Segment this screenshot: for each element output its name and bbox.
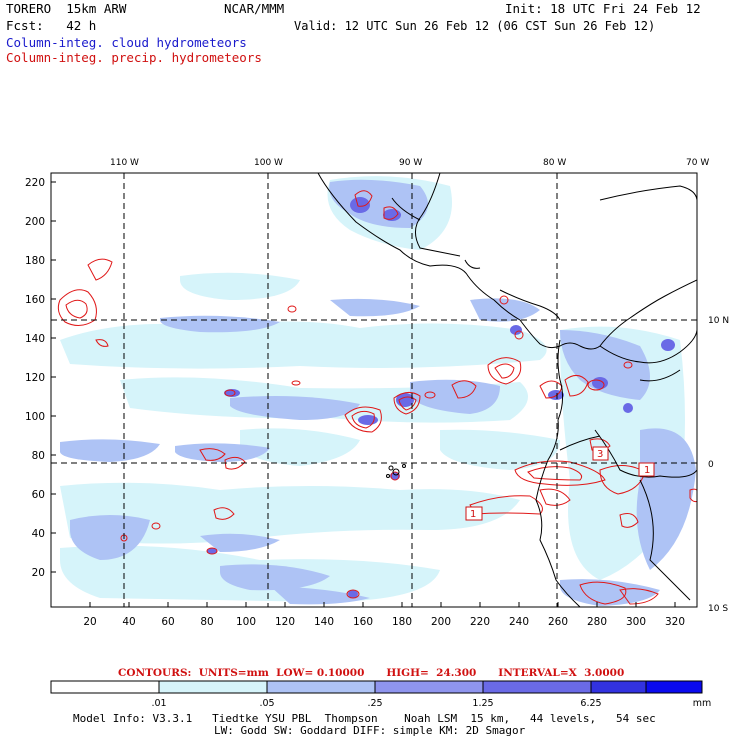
colorbar-swatch [374,680,484,694]
contour-interval: INTERVAL=X 3.0000 [498,667,625,679]
colorbar-tick: .25 [367,698,382,709]
bottom-ticks [89,602,676,607]
field-precip-label: Column-integ. precip. hydrometeors [6,50,262,65]
colorbar-swatch [50,680,160,694]
field-cloud-label: Column-integ. cloud hydrometeors [6,35,247,50]
model-title: TORERO 15km ARW [6,1,127,16]
lon-label: 80 W [543,158,566,168]
y-label: 60 [32,489,45,501]
colorbar-swatch [482,680,592,694]
lon-label: 90 W [399,158,422,168]
left-y-labels: 220 200 180 160 140 120 100 80 60 40 20 [25,177,45,579]
contour-label-1: 3 [597,449,603,460]
right-lat-labels: 10 N 0 10 S [708,316,729,614]
bottom-x-labels: 20 40 60 80 100 120 140 160 180 200 220 … [83,616,685,628]
contour-high: HIGH= 24.300 [386,667,477,679]
y-label: 40 [32,528,45,540]
colorbar-tick: .05 [259,698,274,709]
y-label: 100 [25,411,45,423]
contour-label-2: 1 [644,465,650,476]
x-label: 240 [509,616,529,628]
top-lon-labels: 110 W 100 W 90 W 80 W 70 W [110,158,709,168]
x-label: 200 [431,616,451,628]
contour-label-3: 1 [470,509,476,520]
lat-label: 10 N [708,316,729,326]
lat-lon-grid [51,173,697,607]
y-label: 120 [25,372,45,384]
y-label: 160 [25,294,45,306]
x-label: 60 [161,616,174,628]
colorbar-swatch [158,680,268,694]
x-label: 160 [353,616,373,628]
y-label: 20 [32,567,45,579]
y-label: 200 [25,216,45,228]
x-label: 320 [665,616,685,628]
x-label: 120 [275,616,295,628]
x-label: 100 [236,616,256,628]
x-label: 300 [626,616,646,628]
x-label: 40 [122,616,135,628]
lon-label: 110 W [110,158,139,168]
left-ticks [51,181,56,573]
colorbar-swatch [590,680,647,694]
colorbar-swatch [266,680,376,694]
x-label: 280 [587,616,607,628]
y-label: 220 [25,177,45,189]
lon-label: 70 W [686,158,709,168]
model-physics: LW: Godd SW: Goddard DIFF: simple KM: 2D… [214,724,526,737]
x-label: 260 [548,616,568,628]
x-label: 20 [83,616,96,628]
x-label: 220 [470,616,490,628]
y-label: 180 [25,255,45,267]
colorbar [50,680,703,694]
galapagos-islands [386,464,406,478]
colorbar-units: mm [693,698,712,709]
x-label: 180 [392,616,412,628]
org-label: NCAR/MMM [224,1,285,16]
colorbar-swatch [645,680,703,694]
y-label: 80 [32,450,45,462]
contour-info-label: CONTOURS: [118,667,192,679]
model-info: Model Info: V3.3.1 Tiedtke YSU PBL Thomp… [73,712,656,725]
lat-label: 0 [708,460,714,470]
colorbar-tick: .01 [151,698,166,709]
colorbar-ticks: .01 .05 .25 1.25 6.25 mm [151,698,711,709]
lat-label: 10 S [708,604,728,614]
colorbar-tick: 1.25 [472,698,493,709]
valid-time: Valid: 12 UTC Sun 26 Feb 12 (06 CST Sun … [294,19,656,33]
init-time: Init: 18 UTC Fri 24 Feb 12 [505,1,701,16]
x-label: 140 [314,616,334,628]
colorbar-tick: 6.25 [580,698,601,709]
contour-label-boxes: 3 1 1 [465,446,655,521]
contour-low: LOW= 0.10000 [276,667,365,679]
lon-label: 100 W [254,158,283,168]
x-label: 80 [200,616,213,628]
contour-units: UNITS=mm [198,667,269,679]
contour-info: CONTOURS: UNITS=mm LOW= 0.10000 HIGH= 24… [118,667,624,679]
forecast-hour: Fcst: 42 h [6,18,97,33]
y-label: 140 [25,333,45,345]
map-frame [50,172,698,608]
